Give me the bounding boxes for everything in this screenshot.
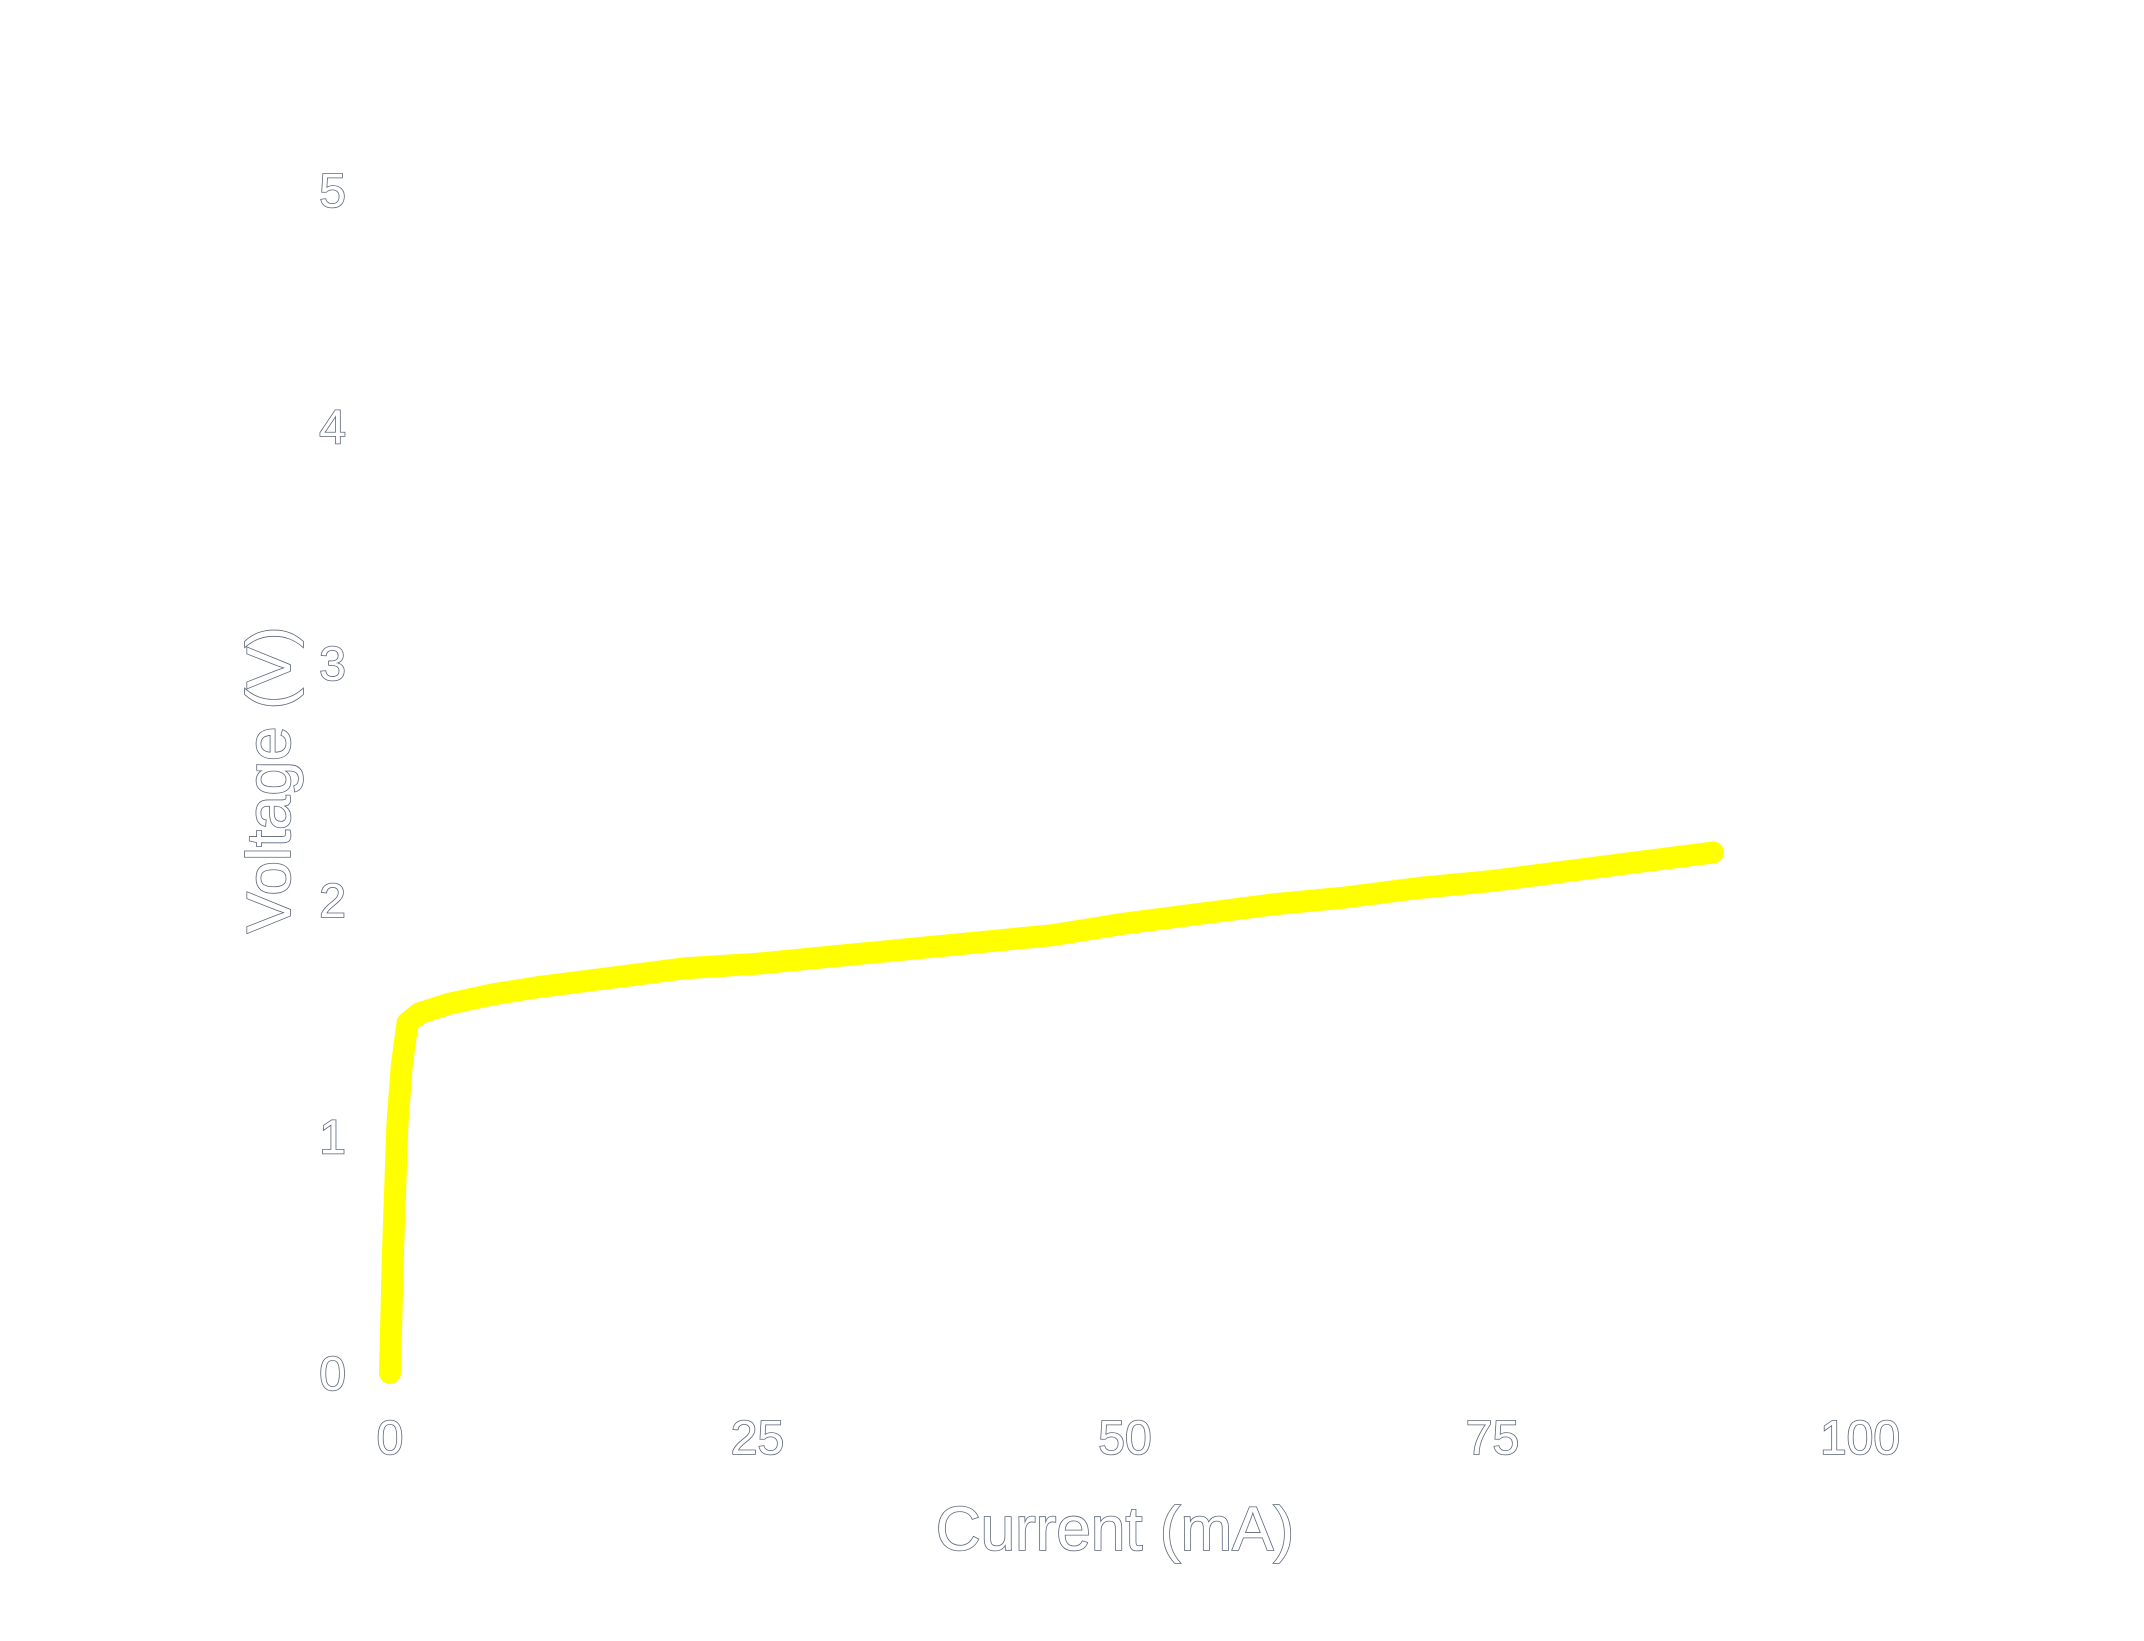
- x-tick-label: 25: [731, 1412, 784, 1465]
- plot-area: [379, 841, 1724, 1384]
- x-tick-label: 75: [1466, 1412, 1519, 1465]
- y-axis-ticks: 0 1 2 3 4 5: [318, 164, 346, 1402]
- y-tick-label: 5: [319, 165, 346, 218]
- y-tick-label: 4: [319, 402, 346, 455]
- y-axis-title: Voltage (V): [235, 627, 304, 934]
- y-tick-label: 3: [319, 638, 346, 691]
- x-axis-title: Current (mA): [936, 1495, 1294, 1564]
- series-line: [379, 841, 1724, 1384]
- y-tick-label: 2: [319, 875, 346, 928]
- x-tick-label: 0: [377, 1412, 404, 1465]
- x-tick-label: 50: [1098, 1412, 1151, 1465]
- y-tick-label: 0: [319, 1348, 346, 1401]
- y-tick-label: 1: [319, 1111, 346, 1164]
- x-tick-label: 100: [1820, 1412, 1900, 1465]
- x-axis-ticks: 0 25 50 75 100: [376, 1411, 1901, 1466]
